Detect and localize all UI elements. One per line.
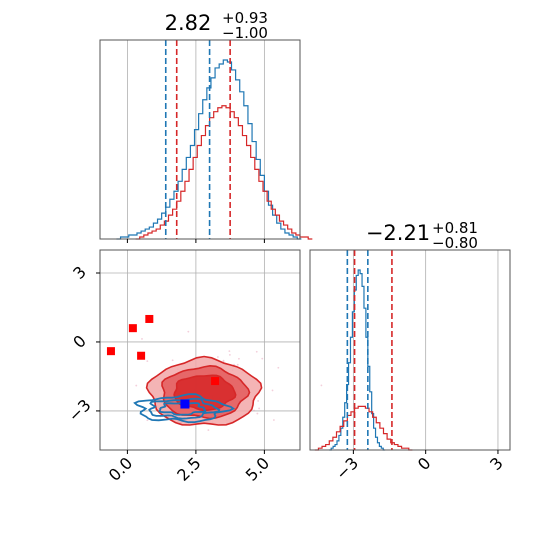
blue-contour-level (158, 402, 207, 416)
contour-x-tick-labels: 0.0 2.5 5.0 (105, 453, 273, 484)
scatter-point (187, 330, 190, 333)
scatter-point (277, 366, 280, 369)
hist-1-title: 2.82 (165, 11, 212, 35)
hist-2-xtick-label: 0 (414, 453, 435, 474)
hist-1-gridlines (126, 40, 265, 239)
scatter-point (135, 384, 138, 387)
contour-ytick-label: 0 (69, 331, 90, 352)
p2-histogram-step (329, 269, 386, 451)
scatter-point (171, 359, 174, 362)
red-square-point (128, 324, 137, 333)
contour-xtick-label: 0.0 (105, 453, 136, 484)
scatter-point (271, 389, 274, 392)
contour-panel: 0.0 2.5 5.0 3 0 −3 (65, 249, 323, 485)
hist-panel-param-1: 2.82 +0.93 −1.00 (99, 9, 313, 243)
hist-2-title-minus: −0.80 (432, 234, 478, 252)
contour-ytick-label: 3 (69, 262, 90, 283)
hist-2-title-value: −2.21 (366, 221, 430, 245)
scatter-point (146, 360, 149, 363)
blue-square-marker (180, 399, 190, 409)
scatter-point (207, 429, 210, 431)
contour-y-tick-labels: 3 0 −3 (65, 262, 95, 425)
hist-2-gridlines (352, 250, 499, 450)
hist-2-title: −2.21 (366, 221, 430, 245)
blue-contour-level (133, 393, 236, 424)
hist-1-quantile-lines (164, 40, 231, 239)
hist-1-title-minus: −1.00 (222, 24, 268, 42)
hist-2-title-plus: +0.81 (432, 219, 478, 237)
contour-xtick-label: 2.5 (173, 453, 204, 484)
scatter-point (222, 359, 225, 362)
red-square-point (145, 314, 154, 323)
scatter-point (146, 419, 149, 422)
contour-xtick-label: 5.0 (242, 453, 273, 484)
scatter-point (253, 409, 256, 412)
scatter-point (257, 400, 260, 402)
scatter-point (272, 419, 275, 421)
red-square-markers (106, 314, 220, 409)
contour-frame (99, 249, 301, 451)
hist-2-frame (309, 249, 511, 451)
scatter-point (217, 356, 219, 358)
hist-1-title-plus: +0.93 (222, 9, 268, 27)
scatter-point (261, 357, 264, 360)
red-contours (145, 355, 263, 426)
contour-gridlines (100, 250, 300, 450)
contour-ytick-label: −3 (65, 396, 95, 426)
blue-contours (133, 393, 236, 424)
blue-contour-level (148, 397, 221, 420)
hist-panel-param-2: −3 0 3 −2.21 +0.81 −0.80 (309, 219, 511, 484)
scatter-point (238, 357, 240, 360)
red-square-point (106, 347, 115, 356)
scatter-point (255, 350, 258, 353)
red-square-point (211, 377, 220, 386)
contour-tick-marks (96, 272, 265, 454)
hist-1-title-value: 2.82 (165, 11, 212, 35)
p2-histogram-step (314, 405, 413, 451)
p1-histogram-step (116, 59, 302, 240)
scatter-point (236, 363, 239, 366)
scatter-point (258, 407, 261, 410)
scatter-point (228, 353, 231, 356)
scatter-point (141, 338, 143, 340)
hist-2-quantile-lines (346, 250, 393, 450)
hist-1-series (116, 59, 313, 240)
red-contour-level (173, 374, 237, 412)
hist-2-series (314, 269, 413, 451)
hist-2-tick-marks (352, 450, 499, 454)
hist-2-x-tick-labels: −3 0 3 (332, 453, 507, 483)
hist-1-frame (99, 39, 301, 240)
hist-2-xtick-label: −3 (332, 453, 362, 483)
hist-1-tick-marks (126, 239, 265, 243)
scatter-point (320, 384, 323, 387)
scatter-point (256, 412, 259, 415)
p1-histogram-step (135, 105, 313, 240)
red-square-point (137, 351, 146, 360)
scatter-point (228, 350, 231, 353)
hist-2-xtick-label: 3 (486, 453, 507, 474)
